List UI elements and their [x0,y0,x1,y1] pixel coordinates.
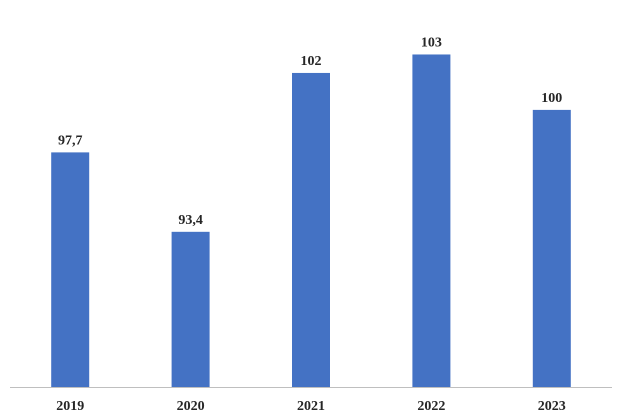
bar-2021 [292,72,330,388]
bar-2023 [532,109,571,387]
data-label-2019: 97,7 [58,133,83,148]
bar-2020 [171,231,210,387]
bar-2019 [51,152,90,387]
x-tick-label-2023: 2023 [538,399,566,414]
data-label-2023: 100 [541,91,562,106]
x-tick-label-2022: 2022 [417,399,445,414]
data-label-2020: 93,4 [178,213,203,228]
data-labels-layer: 97,7 93,4 102 103 100 [58,35,562,227]
x-tick-labels-layer: 2019 2020 2021 2022 2023 [56,399,566,414]
x-tick-label-2021: 2021 [297,399,325,414]
bars-layer [51,54,571,388]
data-label-2021: 102 [301,54,322,69]
data-label-2022: 103 [421,35,442,50]
x-tick-label-2020: 2020 [177,399,205,414]
x-tick-label-2019: 2019 [56,399,84,414]
bar-2022 [412,54,451,387]
